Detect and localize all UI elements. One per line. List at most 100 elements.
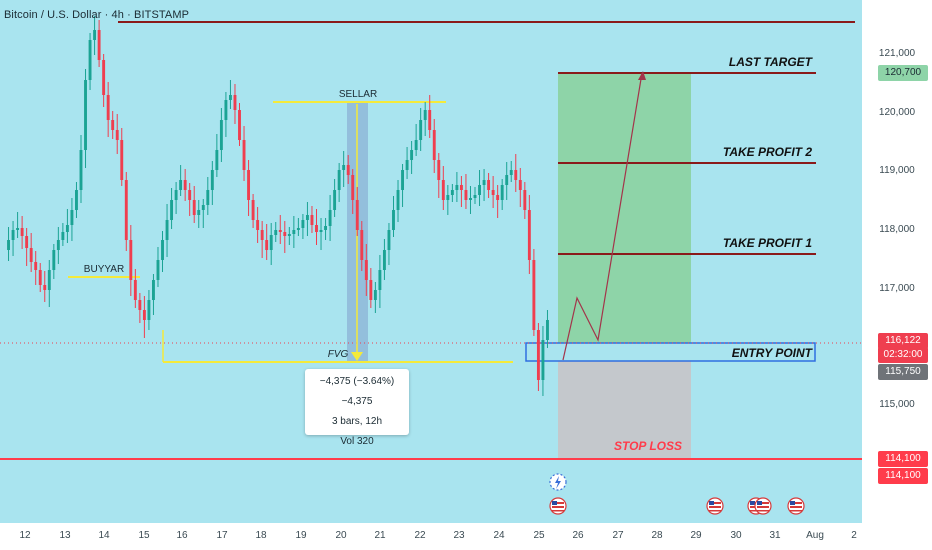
- candle-body: [378, 270, 382, 290]
- date-tick: 18: [255, 530, 267, 541]
- candle-body: [360, 230, 364, 260]
- candle-body: [532, 260, 536, 330]
- candle-body: [478, 185, 481, 195]
- candle-body: [469, 198, 472, 200]
- date-tick: 22: [414, 530, 426, 541]
- candle-body: [165, 220, 169, 240]
- candle-body: [111, 120, 115, 130]
- candle-body: [192, 200, 196, 215]
- candle-body: [414, 140, 418, 150]
- candle-body: [238, 110, 241, 140]
- candle-body: [260, 230, 264, 240]
- date-tick: 30: [730, 530, 742, 541]
- candle-body: [161, 240, 164, 260]
- date-tick: 23: [453, 530, 465, 541]
- date-tick: 28: [651, 530, 663, 541]
- us-flag-event-icon[interactable]: [549, 497, 567, 515]
- current-price-tag: 116,122: [878, 333, 928, 349]
- candle-body: [482, 180, 486, 185]
- time-axis[interactable]: [0, 523, 932, 550]
- price-tick: 121,000: [878, 48, 916, 59]
- candle-body: [170, 200, 174, 220]
- candle-body: [183, 180, 187, 190]
- candle-body: [84, 80, 87, 150]
- candle-body: [283, 232, 287, 236]
- candle-body: [369, 280, 373, 300]
- candle-body: [34, 262, 38, 270]
- us-flag-event-icon[interactable]: [706, 497, 724, 515]
- event-icons[interactable]: [549, 473, 805, 515]
- date-tick: 20: [335, 530, 347, 541]
- candle-body: [405, 160, 409, 170]
- candle-body: [455, 185, 459, 190]
- candle-body: [97, 30, 101, 60]
- candle-body: [319, 230, 323, 232]
- candle-body: [487, 180, 491, 190]
- measure-volume: Vol 320: [340, 436, 374, 447]
- candle-body: [75, 190, 78, 210]
- date-tick: 21: [374, 530, 386, 541]
- candlesticks[interactable]: [7, 16, 549, 396]
- projection-arrow-head: [638, 71, 646, 80]
- sellar-label: SELLAR: [339, 89, 377, 100]
- last-target-label: LAST TARGET: [729, 55, 814, 69]
- candle-body: [65, 225, 69, 232]
- buyyar-label: BUYYAR: [84, 264, 124, 275]
- symbol-title[interactable]: Bitcoin / U.S. Dollar · 4h · BITSTAMP: [4, 9, 190, 21]
- entry-point-label: ENTRY POINT: [732, 346, 814, 360]
- entry-point-box[interactable]: [525, 342, 816, 362]
- bar-countdown: 02:32:00: [878, 347, 928, 363]
- date-tick: 14: [98, 530, 110, 541]
- candle-body: [541, 340, 545, 380]
- candle-body: [446, 195, 450, 200]
- candle-body: [120, 140, 124, 180]
- candle-body: [333, 190, 337, 210]
- us-flag-event-icon[interactable]: [754, 497, 772, 515]
- candle-body: [79, 150, 83, 190]
- candle-body: [337, 170, 341, 190]
- candle-body: [410, 150, 414, 160]
- date-tick: 29: [690, 530, 702, 541]
- candle-body: [301, 220, 305, 228]
- candle-body: [124, 180, 128, 240]
- candle-body: [156, 260, 160, 280]
- candle-body: [396, 190, 400, 210]
- candle-body: [441, 180, 445, 200]
- candle-body: [88, 40, 92, 80]
- candle-body: [43, 285, 47, 290]
- price-axis[interactable]: [862, 0, 932, 523]
- candle-body: [364, 260, 368, 280]
- candle-body: [500, 185, 504, 200]
- stop-price-tag: 114,100: [878, 451, 928, 467]
- entry-price-tag: 115,750: [878, 364, 928, 380]
- date-tick: 13: [59, 530, 71, 541]
- candle-body: [142, 310, 146, 320]
- candle-body: [188, 190, 192, 200]
- projection-path[interactable]: [562, 72, 643, 361]
- candle-body: [215, 150, 219, 170]
- candle-body: [147, 300, 151, 320]
- price-tick: 117,000: [879, 283, 915, 294]
- profit-zone[interactable]: [558, 73, 691, 343]
- candle-body: [287, 234, 291, 236]
- candle-body: [351, 175, 355, 200]
- candle-body: [47, 270, 51, 290]
- candle-body: [11, 230, 15, 240]
- candle-body: [509, 170, 513, 175]
- candle-body: [387, 230, 391, 250]
- loss-zone[interactable]: [558, 361, 691, 458]
- candle-body: [16, 228, 20, 230]
- candle-body: [382, 250, 386, 270]
- candle-body: [247, 170, 251, 200]
- measure-change: −4,375 (−3.64%) −4,375: [319, 376, 395, 407]
- us-flag-event-icon[interactable]: [787, 497, 805, 515]
- candle-body: [197, 210, 201, 215]
- candle-body: [392, 210, 395, 230]
- candle-body: [129, 240, 133, 280]
- candle-body: [251, 200, 255, 220]
- candle-body: [496, 195, 500, 200]
- candle-body: [373, 290, 377, 300]
- price-tick: 115,000: [879, 399, 915, 410]
- candle-body: [450, 190, 454, 195]
